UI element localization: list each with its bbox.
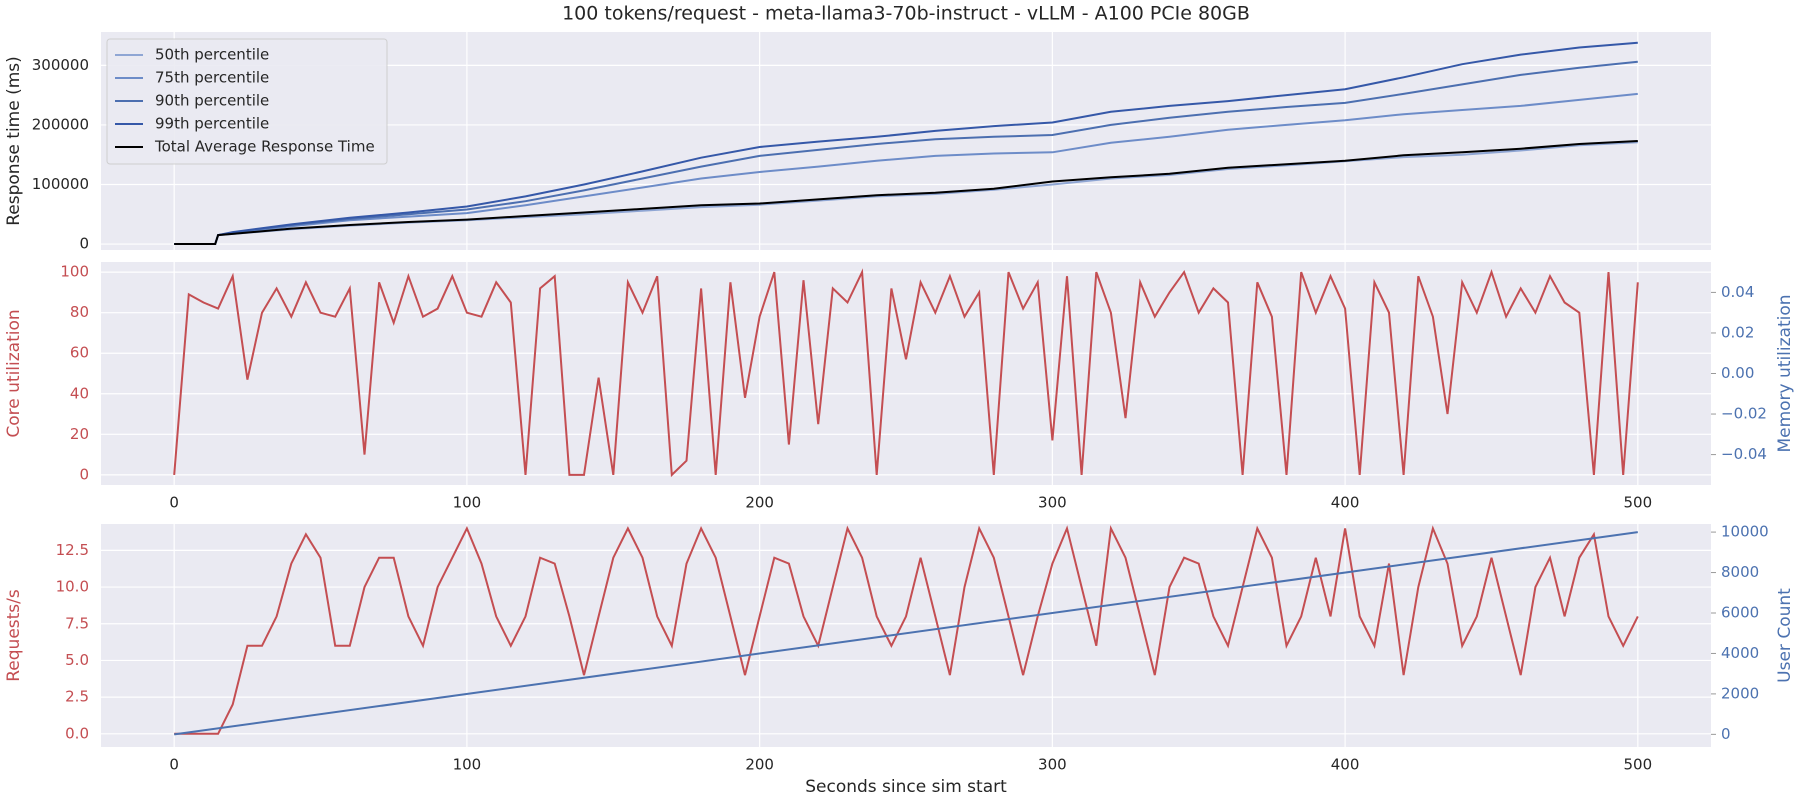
y2-axis-label: User Count xyxy=(1775,588,1795,683)
y2-axis-label: Memory utilization xyxy=(1775,294,1795,452)
legend-box xyxy=(106,38,388,165)
y-axis-label: Core utilization xyxy=(4,309,24,437)
y-axis-label: Response time (ms) xyxy=(4,56,24,226)
y-tick-label: 0.0 xyxy=(65,724,89,742)
x-axis-label: Seconds since sim start xyxy=(805,777,1007,797)
chart-title: 100 tokens/request - meta-llama3-70b-ins… xyxy=(562,3,1250,25)
y-tick-label: 0 xyxy=(79,235,89,253)
legend-label: 50th percentile xyxy=(155,46,269,64)
x-tick-label: 200 xyxy=(745,756,774,774)
x-tick-label: 500 xyxy=(1623,494,1652,512)
x-tick-label: 0 xyxy=(169,494,179,512)
x-tick-label: 100 xyxy=(453,756,482,774)
x-tick-label: 500 xyxy=(1623,756,1652,774)
legend-label: 75th percentile xyxy=(155,69,269,87)
y-tick-label: 60 xyxy=(70,344,89,362)
y2-tick-label: 0.02 xyxy=(1721,323,1754,341)
x-tick-label: 100 xyxy=(453,494,482,512)
plot-background xyxy=(101,524,1711,747)
legend-label: 90th percentile xyxy=(155,92,269,110)
y-tick-label: 80 xyxy=(70,303,89,321)
series-line xyxy=(174,531,1638,736)
series-line xyxy=(173,268,1639,478)
y-tick-label: 200000 xyxy=(32,115,89,133)
y2-tick-label: 6000 xyxy=(1721,603,1759,621)
y-tick-label: 100 xyxy=(60,263,89,281)
x-tick-label: 400 xyxy=(1331,494,1360,512)
y2-tick-label: 10000 xyxy=(1721,523,1769,541)
legend-label: 99th percentile xyxy=(155,115,269,133)
y-tick-label: 2.5 xyxy=(65,688,89,706)
y-tick-label: 40 xyxy=(70,384,89,402)
y2-tick-label: 2000 xyxy=(1721,684,1759,702)
y2-tick-label: 4000 xyxy=(1721,644,1759,662)
y2-tick-label: −0.02 xyxy=(1721,405,1767,423)
legend-label: Total Average Response Time xyxy=(154,138,375,156)
y-tick-label: 20 xyxy=(70,425,89,443)
series-line xyxy=(174,92,1638,245)
y-tick-label: 7.5 xyxy=(65,614,89,632)
y-tick-label: 12.5 xyxy=(56,541,89,559)
y-tick-label: 5.0 xyxy=(65,651,89,669)
y-tick-label: 100000 xyxy=(32,175,89,193)
y2-tick-label: −0.04 xyxy=(1721,445,1767,463)
y2-tick-label: 0.00 xyxy=(1721,364,1754,382)
x-tick-label: 400 xyxy=(1331,756,1360,774)
y-tick-label: 0 xyxy=(79,465,89,483)
x-tick-label: 0 xyxy=(169,756,179,774)
x-tick-label: 300 xyxy=(1038,756,1067,774)
series-line xyxy=(174,140,1638,245)
series-line xyxy=(174,524,1639,735)
y-tick-label: 10.0 xyxy=(56,578,89,596)
y2-tick-label: 8000 xyxy=(1721,563,1759,581)
y-tick-label: 300000 xyxy=(32,56,89,74)
x-tick-label: 200 xyxy=(745,494,774,512)
y2-tick-label: 0.04 xyxy=(1721,283,1754,301)
y2-tick-label: 0 xyxy=(1721,725,1731,743)
plot-background xyxy=(101,262,1711,485)
series-line xyxy=(174,41,1638,245)
x-tick-label: 300 xyxy=(1038,494,1067,512)
y-axis-label: Requests/s xyxy=(4,589,24,682)
